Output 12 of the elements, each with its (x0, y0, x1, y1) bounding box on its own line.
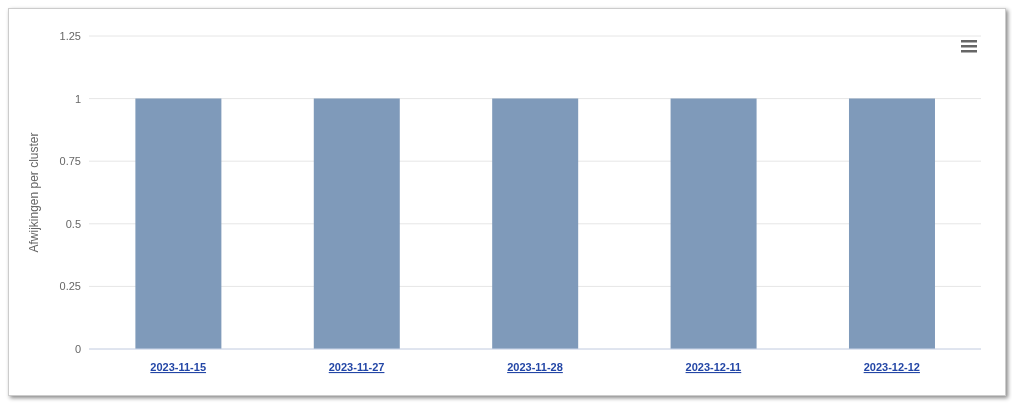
y-tick-label: 1 (74, 92, 81, 105)
y-tick-label: 1.25 (59, 29, 81, 42)
y-axis-title: Afwijkingen per cluster (27, 132, 42, 253)
x-tick-label: 2023-12-12 (863, 361, 920, 373)
x-tick-label: 2023-12-11 (685, 361, 742, 373)
y-tick-label: 0.25 (59, 280, 81, 293)
y-tick-label: 0 (74, 342, 81, 355)
x-tick-label: 2023-11-15 (150, 361, 207, 373)
y-tick-label: 0.75 (59, 155, 81, 168)
y-tick-label: 0.5 (65, 217, 81, 230)
x-tick-label: 2023-11-28 (507, 361, 563, 373)
x-tick-label: 2023-11-27 (328, 361, 385, 373)
